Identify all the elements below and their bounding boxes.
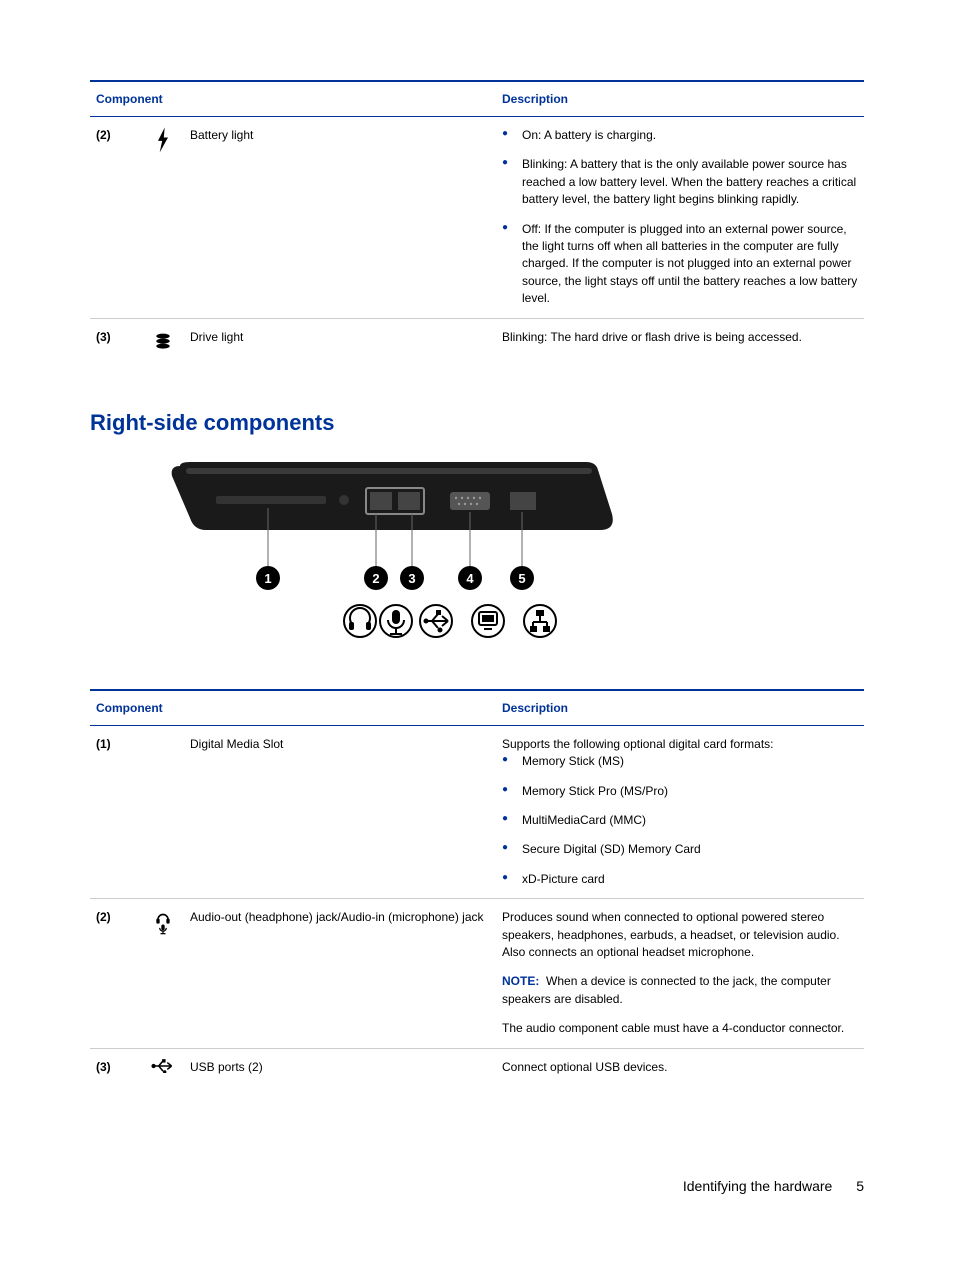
component-description: Connect optional USB devices. [496,1048,864,1088]
table1-header-component: Component [90,81,496,117]
component-name: Audio-out (headphone) jack/Audio-in (mic… [184,899,496,1048]
no-icon [142,725,184,898]
note-text: When a device is connected to the jack, … [502,974,831,1005]
svg-text:3: 3 [408,571,415,586]
document-page: Component Description (2) Battery light … [0,0,954,1254]
battery-light-icon [142,117,184,319]
svg-text:5: 5 [518,571,525,586]
desc-para: The audio component cable must have a 4-… [502,1020,858,1037]
desc-para: Produces sound when connected to optiona… [502,909,858,961]
desc-item: MultiMediaCard (MMC) [502,812,858,829]
table-row: (1) Digital Media Slot Supports the foll… [90,725,864,898]
desc-item: Off: If the computer is plugged into an … [502,221,858,308]
component-description: Supports the following optional digital … [496,725,864,898]
row-number: (2) [90,899,142,1048]
drive-stack-icon [153,329,173,355]
table1-header-description: Description [496,81,864,117]
audio-jack-icon [142,899,184,1048]
component-name: Digital Media Slot [184,725,496,898]
table2-header-component: Component [90,690,496,726]
desc-item: On: A battery is charging. [502,127,858,144]
svg-text:2: 2 [372,571,379,586]
svg-text:1: 1 [264,571,271,586]
table-row: (3) USB ports (2) Connect optional USB d… [90,1048,864,1088]
footer-page-number: 5 [856,1178,864,1194]
section-heading: Right-side components [90,410,864,436]
note-line: NOTE: When a device is connected to the … [502,973,858,1008]
footer-text: Identifying the hardware [683,1178,832,1194]
svg-text:4: 4 [466,571,474,586]
table2-header-description: Description [496,690,864,726]
laptop-right-side-svg: 1 2 3 4 5 [160,456,640,656]
component-name: Drive light [184,318,496,370]
headphone-mic-icon [153,909,173,935]
note-label: NOTE: [502,974,539,988]
desc-lead: Supports the following optional digital … [502,736,858,753]
components-table-2: Component Description (1) Digital Media … [90,689,864,1088]
right-side-figure: 1 2 3 4 5 [90,456,864,659]
desc-item: xD-Picture card [502,871,858,888]
component-description: Produces sound when connected to optiona… [496,899,864,1048]
component-name: USB ports (2) [184,1048,496,1088]
page-footer: Identifying the hardware 5 [90,1128,864,1194]
usb-icon [142,1048,184,1088]
usb-trident-icon [151,1059,175,1073]
row-number: (3) [90,318,142,370]
row-number: (2) [90,117,142,319]
component-description: Blinking: The hard drive or flash drive … [496,318,864,370]
component-description: On: A battery is charging. Blinking: A b… [496,117,864,319]
lightning-bolt-icon [153,127,173,153]
row-number: (3) [90,1048,142,1088]
table-row: (2) Audio-out (headphone) jack/Audio-in … [90,899,864,1048]
components-table-1: Component Description (2) Battery light … [90,80,864,370]
table-row: (3) Drive light Blinking: The hard drive… [90,318,864,370]
component-name: Battery light [184,117,496,319]
table-row: (2) Battery light On: A battery is charg… [90,117,864,319]
row-number: (1) [90,725,142,898]
desc-item: Memory Stick (MS) [502,753,858,770]
desc-item: Secure Digital (SD) Memory Card [502,841,858,858]
desc-item: Memory Stick Pro (MS/Pro) [502,783,858,800]
drive-light-icon [142,318,184,370]
desc-item: Blinking: A battery that is the only ava… [502,156,858,208]
